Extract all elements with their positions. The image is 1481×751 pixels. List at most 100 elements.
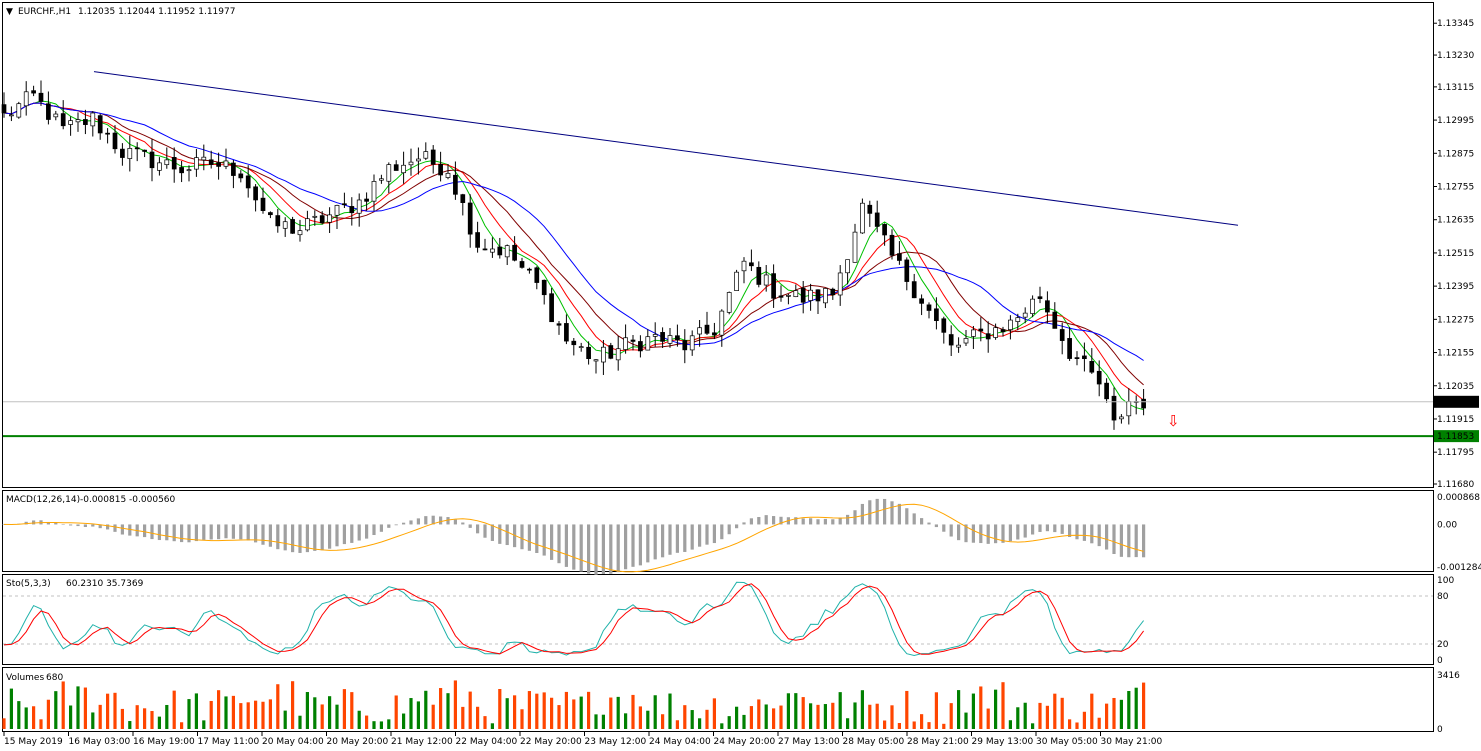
candle-body — [356, 199, 362, 214]
volume-bar — [690, 710, 694, 729]
macd-bar — [157, 524, 161, 541]
candle-body — [556, 323, 562, 326]
macd-bar — [283, 524, 287, 551]
volume-bar — [572, 699, 576, 729]
volume-bar — [172, 690, 176, 729]
macd-bar — [342, 524, 346, 545]
macd-bar — [520, 524, 524, 550]
candle-body — [726, 292, 732, 313]
trendline[interactable] — [93, 71, 1239, 226]
volume-bar — [261, 701, 265, 729]
volume-layer: 3416 0 — [2, 671, 1460, 735]
volume-bar — [298, 715, 302, 729]
candle-body — [120, 148, 125, 158]
volume-bar — [431, 704, 435, 729]
volume-bar — [394, 695, 398, 729]
volume-bar — [1038, 702, 1042, 729]
macd-bar — [964, 524, 968, 543]
volume-bar — [631, 694, 635, 729]
candle-body — [830, 288, 836, 296]
ma-fast-line — [3, 100, 1144, 411]
volume-bar — [587, 691, 591, 729]
candle-body — [897, 253, 902, 261]
volume-bar — [942, 723, 946, 729]
macd-bar — [897, 503, 901, 525]
macd-values: -0.000815 -0.000560 — [80, 495, 176, 505]
macd-bar — [69, 524, 73, 526]
volume-bar — [24, 707, 28, 729]
volume-bar — [535, 693, 539, 729]
volume-bar — [39, 719, 43, 729]
volume-bar — [1090, 693, 1094, 729]
volume-bar — [794, 693, 798, 729]
candle-body — [615, 348, 621, 361]
volume-bar — [150, 711, 154, 729]
volume-bar — [424, 690, 428, 729]
candle-body — [216, 162, 221, 167]
sto-panel-frame — [2, 574, 1434, 665]
volume-bar — [1119, 699, 1123, 729]
volume-bar — [54, 691, 58, 729]
candle-body — [253, 186, 258, 201]
volume-bar — [661, 714, 665, 729]
macd-bar — [313, 524, 317, 551]
volume-bar — [268, 699, 272, 729]
macd-bar — [461, 522, 465, 525]
candle-body — [1089, 361, 1095, 373]
trendline-layer[interactable] — [93, 71, 1239, 226]
candle-body — [874, 212, 880, 227]
volume-bar — [409, 698, 413, 729]
candle-body — [549, 293, 554, 323]
macd-bar — [1060, 524, 1064, 534]
candle-body — [208, 159, 214, 165]
candle-body — [867, 204, 873, 214]
macd-bar — [468, 524, 472, 528]
volume-bar — [1053, 693, 1057, 729]
time-tick-label: 20 May 20:00 — [327, 737, 389, 747]
volume-bar — [350, 692, 354, 729]
macd-bar — [46, 521, 50, 525]
dropdown-arrow-icon[interactable]: ▼ — [6, 7, 13, 17]
time-tick-label: 22 May 20:00 — [520, 737, 582, 747]
candlestick-layer — [1, 80, 1146, 430]
moving-average-layer — [3, 100, 1144, 411]
volume-bar — [883, 720, 887, 729]
candle-body — [127, 148, 133, 159]
time-tick-label: 21 May 12:00 — [391, 737, 453, 747]
macd-bar — [1068, 524, 1072, 538]
volume-bar — [875, 703, 879, 729]
volume-bar — [483, 716, 487, 729]
macd-bar — [542, 524, 546, 556]
candle-body — [68, 120, 73, 125]
candle-body — [926, 304, 932, 311]
macd-bar — [83, 524, 87, 527]
volume-bar — [816, 704, 820, 729]
price-tick-label: 1.13115 — [1437, 83, 1474, 93]
macd-bar — [91, 524, 95, 527]
time-tick-label: 24 May 04:00 — [649, 737, 711, 747]
macd-bar — [424, 516, 428, 525]
volume-bar — [135, 705, 139, 729]
time-tick-label: 28 May 05:00 — [843, 737, 905, 747]
macd-bar — [128, 524, 132, 536]
macd-bar — [742, 522, 746, 525]
candle-body — [149, 151, 155, 169]
macd-bar — [150, 524, 154, 540]
time-tick-label: 15 May 2019 — [4, 737, 63, 747]
candle-body — [438, 163, 443, 176]
volume-bar — [453, 680, 457, 729]
candle-body — [823, 288, 828, 304]
volume-bar — [2, 718, 6, 729]
macd-bar — [527, 524, 531, 551]
macd-bar — [986, 524, 990, 544]
volume-bar — [9, 688, 13, 729]
volume-bar — [291, 681, 295, 729]
price-tick-label: 1.12635 — [1437, 216, 1474, 226]
candle-body — [112, 132, 118, 150]
candle-body — [1111, 395, 1117, 421]
candle-body — [423, 151, 429, 159]
candle-body — [179, 167, 184, 174]
volume-title: Volumes — [6, 673, 44, 683]
candle-body — [1141, 398, 1146, 409]
